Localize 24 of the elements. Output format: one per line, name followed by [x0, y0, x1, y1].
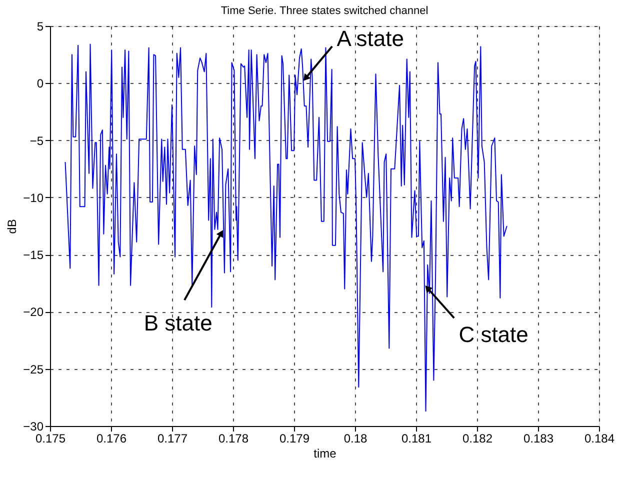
x-tick-label: 0.178: [218, 432, 249, 446]
x-tick-label: 0.175: [35, 432, 66, 446]
annotation: C state: [458, 322, 528, 348]
y-tick-label: −20: [23, 305, 44, 320]
x-tick-label: 0.18: [344, 432, 368, 446]
x-tick-label: 0.181: [401, 432, 432, 446]
chart-title: Time Serie. Three states switched channel: [220, 5, 428, 17]
x-tick-label: 0.182: [462, 432, 493, 446]
x-tick-label: 0.176: [96, 432, 127, 446]
x-tick-label: 0.183: [523, 432, 554, 446]
x-tick-label: 0.177: [157, 432, 188, 446]
annotation: A state: [336, 26, 404, 51]
y-tick-label: −15: [23, 248, 44, 262]
annotation: B state: [144, 310, 212, 336]
y-tick-label: −30: [23, 420, 44, 434]
y-tick-label: −10: [23, 190, 44, 205]
x-axis-title: time: [314, 446, 337, 460]
y-axis-title: dB: [5, 219, 20, 234]
y-tick-label: −5: [30, 134, 44, 148]
y-tick-label: −25: [23, 362, 44, 376]
x-tick-label: 0.179: [279, 432, 310, 446]
y-tick-label: 0: [36, 76, 44, 91]
x-tick-label: 0.184: [584, 432, 615, 446]
y-tick-label: 5: [36, 20, 44, 34]
